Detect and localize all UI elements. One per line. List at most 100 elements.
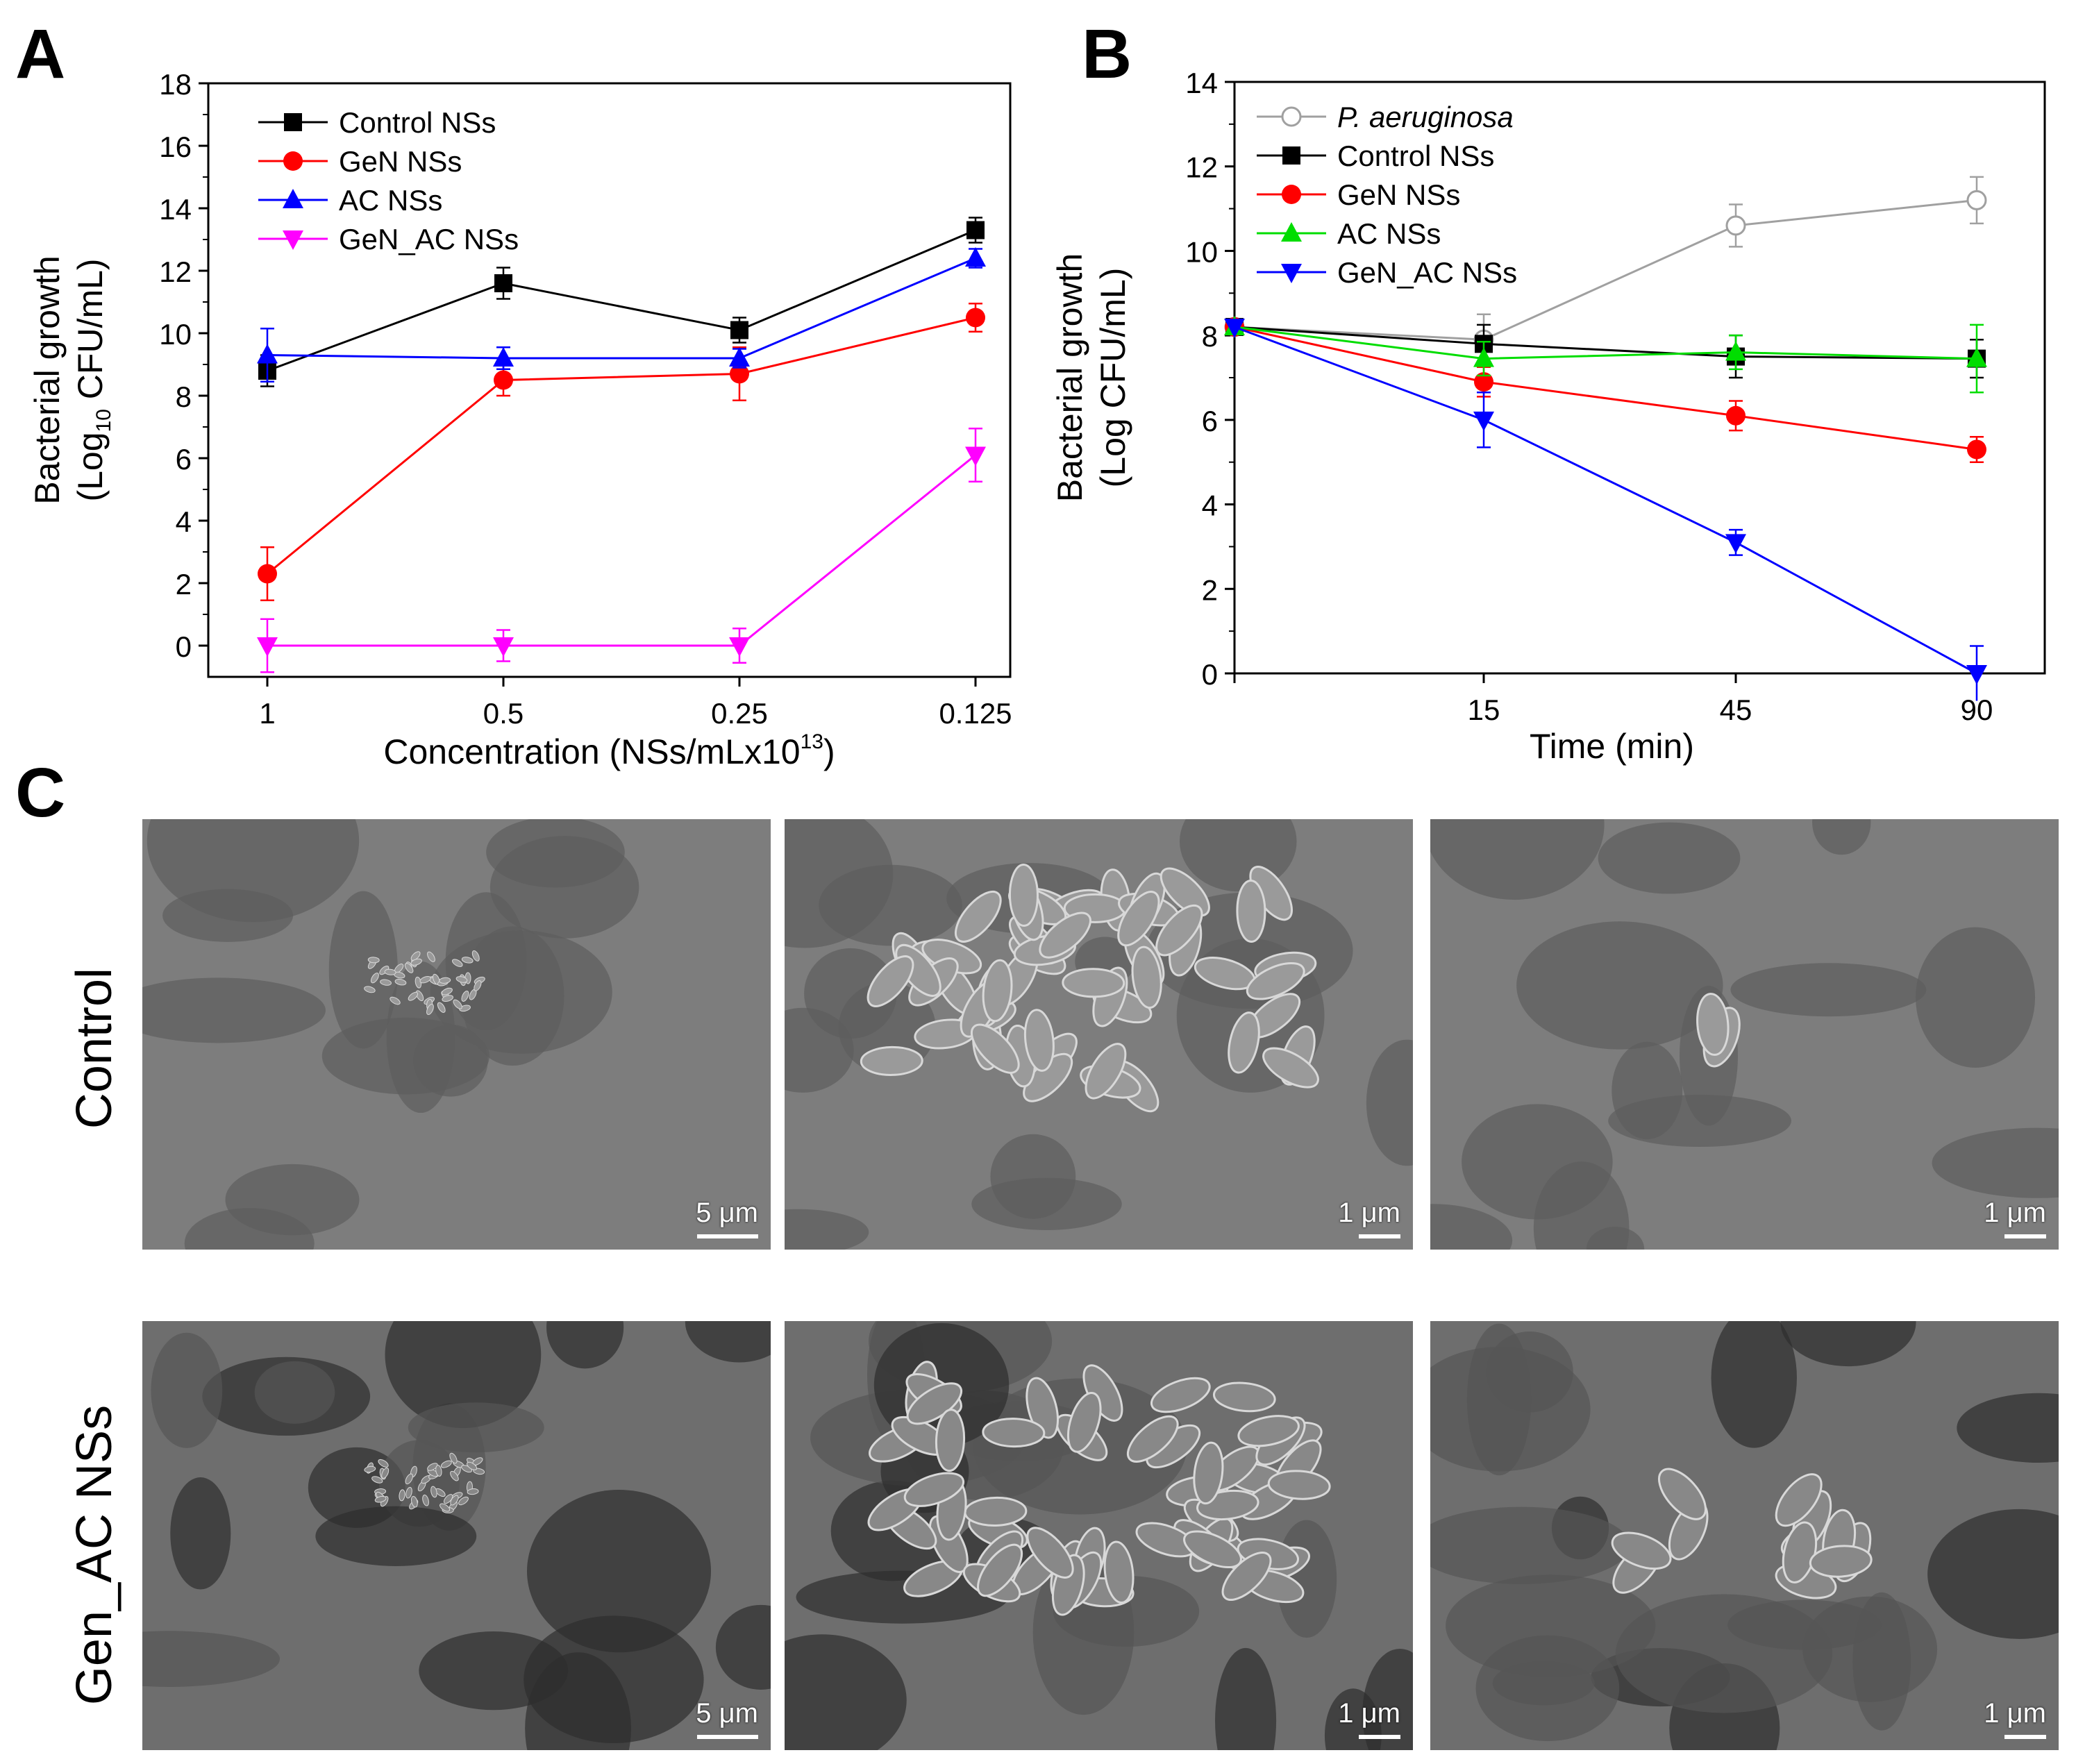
bacterium (442, 995, 453, 1002)
y-axis-label: Bacterial growth (Log10 CFU/mL) (28, 255, 115, 505)
y-axis-label: Bacterial growth (Log CFU/mL) (1050, 253, 1132, 503)
y-tick-label: 12 (1185, 151, 1218, 184)
bacterium (1150, 1377, 1211, 1413)
bacterium (435, 1465, 442, 1477)
bacterium (384, 968, 396, 975)
bacterium (430, 1486, 437, 1498)
sem-blotch (1516, 921, 1723, 1050)
data-point (1966, 190, 1987, 210)
sem-texture (1430, 819, 2059, 1250)
sem-blotch (1430, 1204, 1513, 1250)
legend-marker (1282, 185, 1301, 204)
legend-marker (1282, 146, 1300, 165)
sem-blotch (1852, 1592, 1911, 1731)
bacterium (405, 1473, 413, 1485)
bacterium (1696, 993, 1730, 1056)
data-point (730, 364, 749, 384)
scale-bar: 5 μm (661, 1690, 758, 1739)
bacterium (394, 978, 407, 986)
y-tick-label: 6 (176, 443, 192, 476)
x-tick-label: 45 (1720, 694, 1752, 726)
sem-blotch (1533, 1161, 1630, 1250)
series-line (267, 257, 976, 360)
sem-image-r2-c1: 5 μm (142, 1321, 771, 1750)
sem-blotch (785, 1634, 907, 1750)
legend-label: AC NSs (339, 184, 442, 217)
scale-bar: 1 μm (1949, 1690, 2046, 1739)
series-line (1234, 326, 1977, 675)
sem-texture (785, 1321, 1413, 1750)
sem-blotch (385, 1321, 542, 1429)
bacterium (1126, 1415, 1179, 1463)
legend-marker (1281, 106, 1302, 127)
x-axis-label: Time (min) (1530, 727, 1694, 766)
bacterium (422, 1494, 429, 1506)
y-tick-label: 16 (159, 131, 192, 163)
y-tick-label: 10 (1185, 235, 1218, 268)
bacterium (370, 973, 379, 984)
sem-blotch (1711, 1321, 1797, 1448)
row-label-control: Control (67, 967, 122, 1129)
sem-texture (142, 1321, 771, 1750)
bacterium (439, 977, 451, 984)
series-line (267, 229, 976, 372)
data-point (966, 221, 985, 240)
bacterium (964, 1496, 1028, 1527)
sem-image-r1-c1: 5 μm (142, 819, 771, 1250)
scale-bar-line (1359, 1234, 1400, 1238)
bacterium (1131, 946, 1162, 1009)
bacterium (903, 1472, 965, 1507)
y-tick-label: 0 (176, 630, 192, 663)
bacterium (410, 1495, 418, 1508)
bacterium (1236, 879, 1266, 943)
scale-bar-label: 1 μm (1338, 1698, 1400, 1729)
data-point (257, 344, 278, 364)
bacterium (971, 1023, 1020, 1074)
sem-blotch (142, 1631, 280, 1687)
data-point (730, 321, 748, 339)
y-axis-label-line2: (Log CFU/mL) (1094, 268, 1132, 488)
data-point (1966, 665, 1987, 684)
sem-blotch (1598, 822, 1741, 894)
bacterium (1066, 1392, 1102, 1453)
sem-blotch (971, 1177, 1122, 1231)
data-point (257, 637, 278, 657)
bacterium (1062, 968, 1125, 998)
legend-label: P. aeruginosa (1337, 101, 1514, 133)
scale-bar: 1 μm (1303, 1190, 1400, 1238)
series-1: GeN NSs (258, 145, 985, 601)
bacterium (1085, 1043, 1127, 1100)
sem-blotch (162, 889, 294, 942)
bacterium (452, 959, 463, 967)
sem-blotch (785, 1209, 869, 1250)
scale-bar-label: 1 μm (1984, 1198, 2046, 1228)
bacterium (378, 1459, 389, 1468)
bacterium (1775, 1473, 1823, 1527)
sem-blotch (1730, 963, 1927, 1017)
bacterium (1155, 905, 1203, 957)
legend-marker (1281, 264, 1302, 283)
bacterium (443, 1494, 453, 1504)
legend-marker (283, 151, 303, 171)
sem-blotch (1215, 1647, 1277, 1750)
chart-a: 0 2 4 6 8 10 12 14 16 18 1 0.5 0.25 0.125 Concentratio… (28, 68, 1012, 771)
series-line (267, 317, 976, 575)
sem-blotch (1812, 819, 1871, 855)
y-tick-label: 12 (159, 255, 192, 288)
sem-texture (142, 819, 771, 1250)
bacterium (982, 959, 1013, 1023)
sem-blotch (1916, 927, 2036, 1068)
bacterium (437, 1002, 446, 1013)
legend-marker (283, 189, 303, 208)
y-tick-label: 4 (1202, 489, 1218, 522)
legend-label: GeN NSs (339, 145, 462, 178)
sem-blotch (1932, 1127, 2059, 1198)
scale-bar-line (1359, 1735, 1400, 1739)
sem-texture (785, 819, 1413, 1250)
series-line (1234, 199, 1977, 341)
bacterium (426, 1004, 434, 1015)
x-tick-label: 0.25 (711, 697, 768, 730)
legend-label: Control NSs (339, 106, 496, 139)
sem-blotch (785, 819, 894, 948)
